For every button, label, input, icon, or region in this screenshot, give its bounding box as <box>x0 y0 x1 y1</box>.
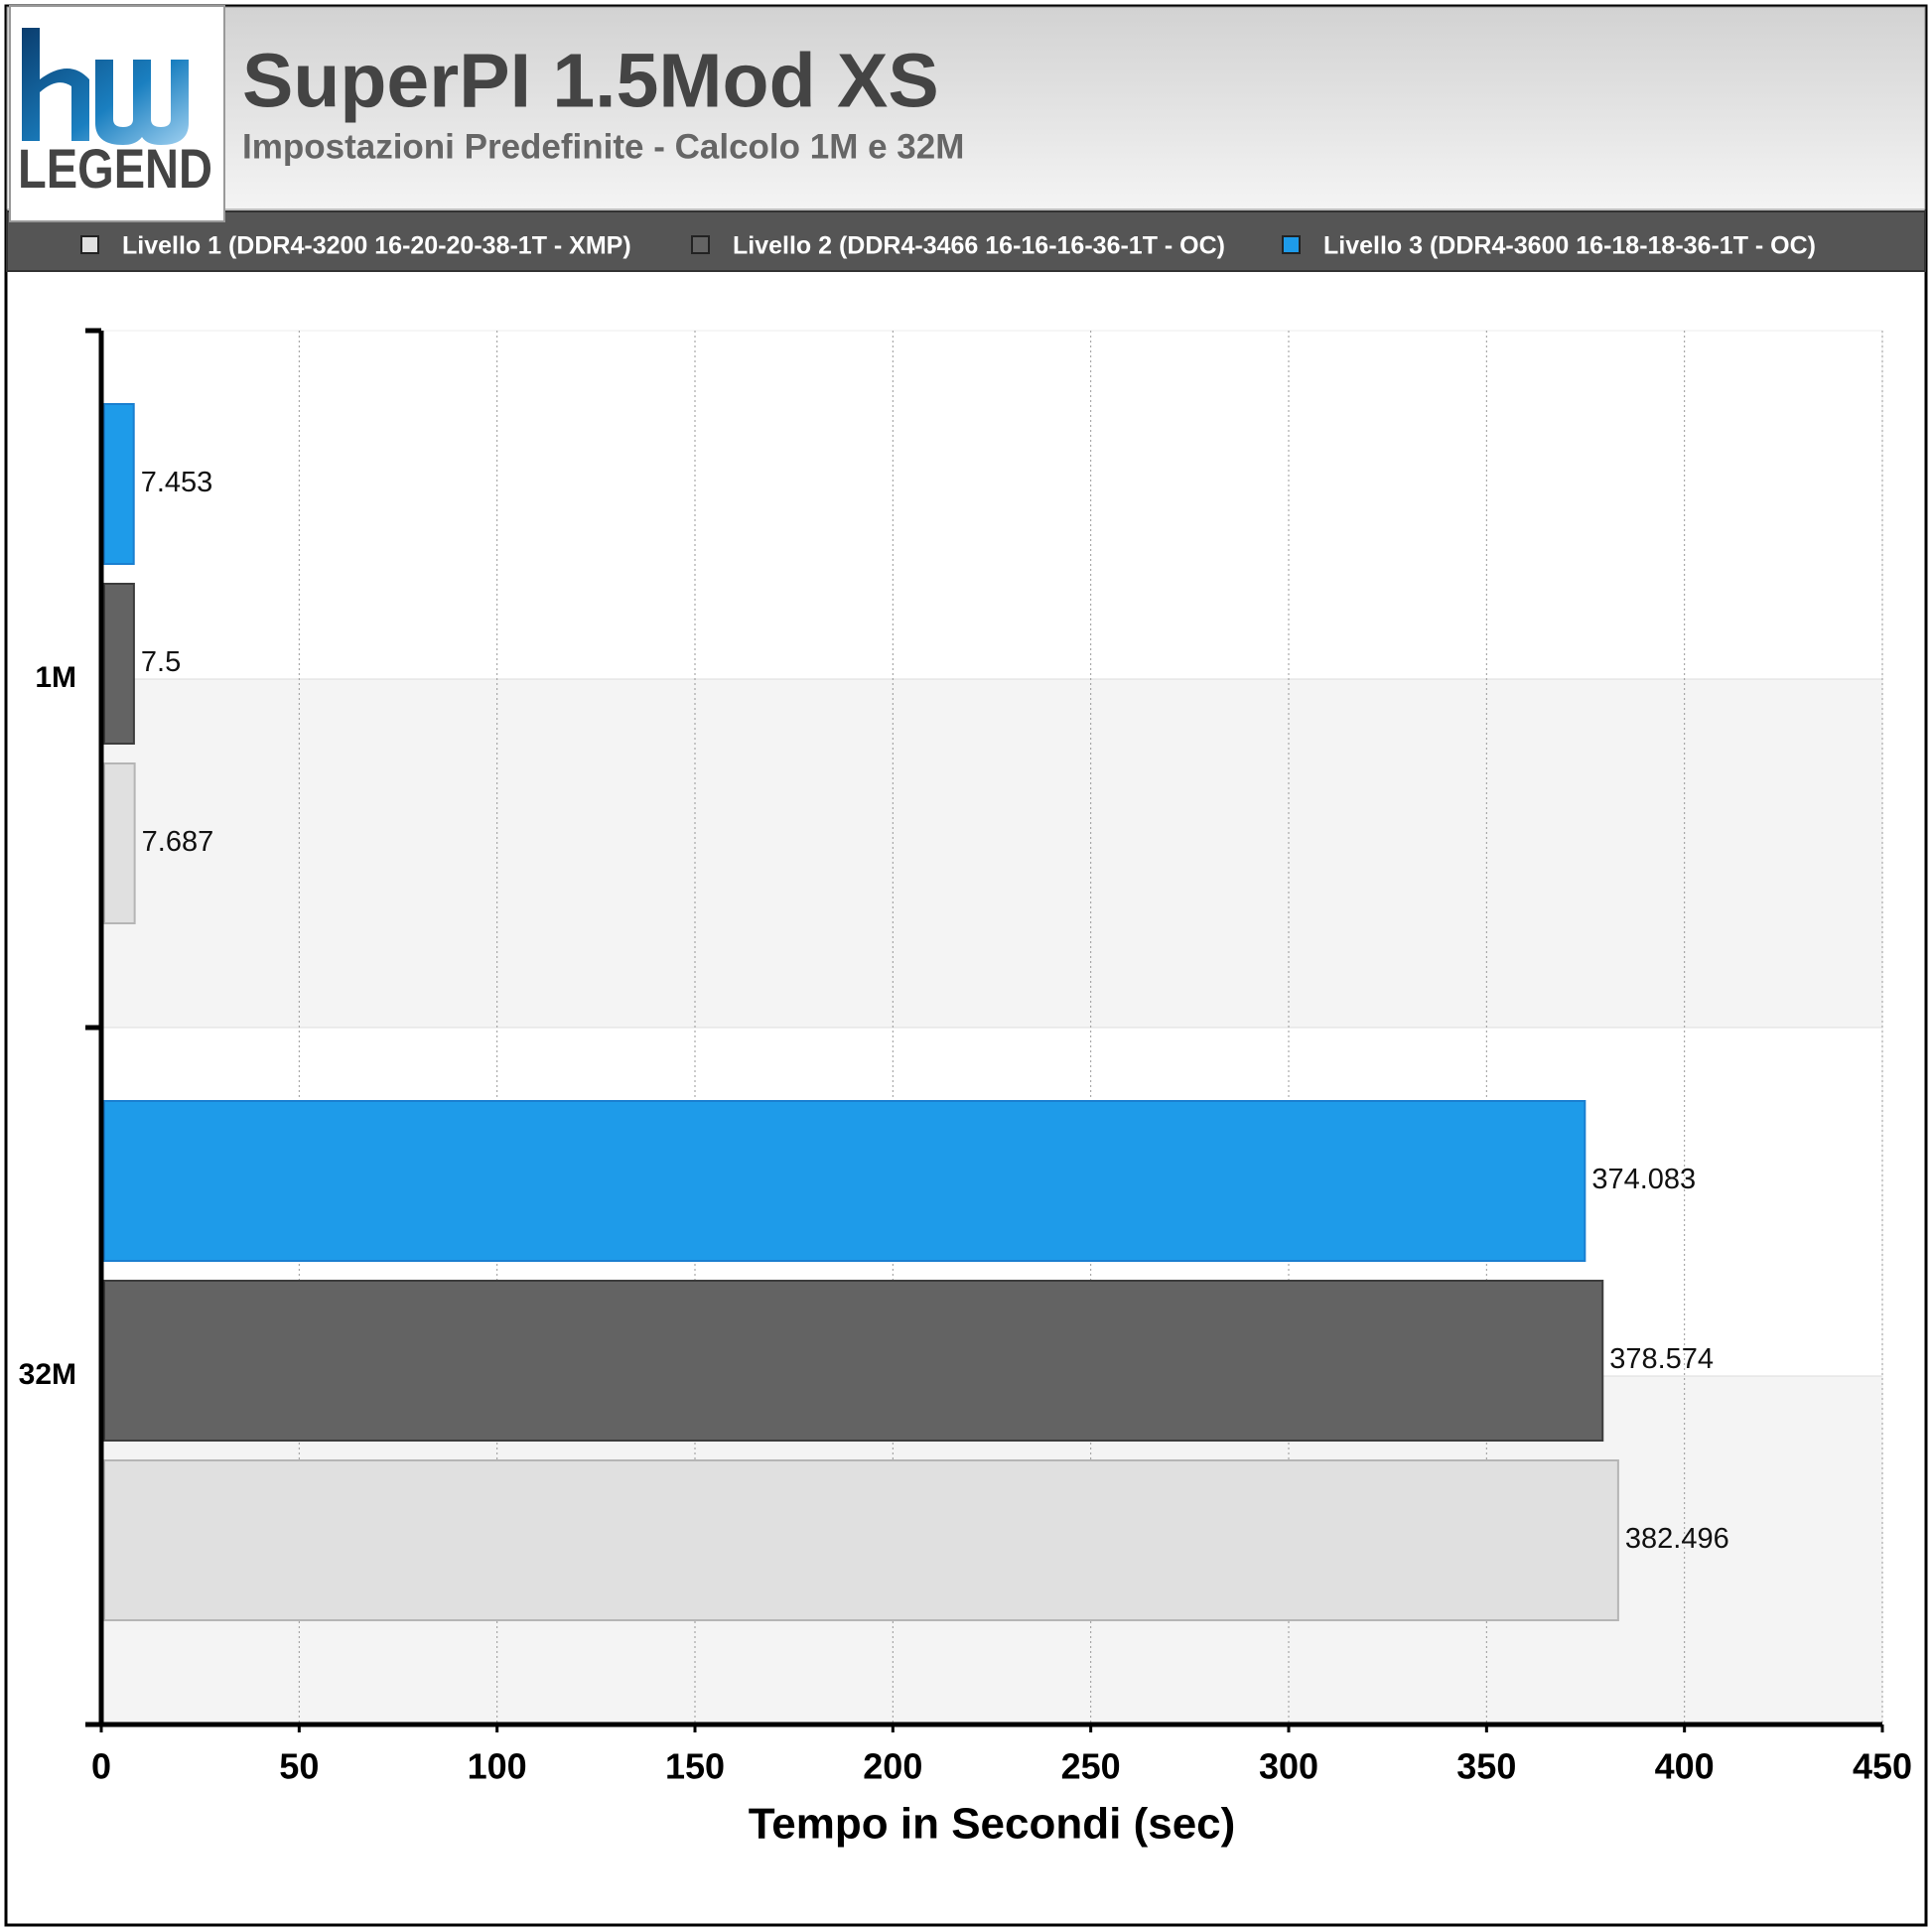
value-label: 7.5 <box>141 646 181 678</box>
bar <box>103 1459 1619 1621</box>
value-label: 374.083 <box>1591 1164 1696 1195</box>
logo-mark <box>22 28 189 145</box>
bar <box>103 403 135 565</box>
legend-label: Livello 2 (DDR4-3466 16-16-16-36-1T - OC… <box>733 232 1225 260</box>
bar <box>103 1100 1587 1262</box>
x-axis-title: Tempo in Secondi (sec) <box>749 1800 1236 1849</box>
legend-swatch <box>691 235 710 254</box>
x-tick-label: 300 <box>1259 1746 1318 1787</box>
x-tick-label: 0 <box>91 1746 111 1787</box>
x-tick-label: 200 <box>863 1746 922 1787</box>
x-tick-label: 350 <box>1456 1746 1516 1787</box>
value-label: 7.687 <box>142 826 214 858</box>
logo: LEGEND <box>9 5 225 222</box>
bar <box>103 762 136 924</box>
band-background <box>100 678 1883 1029</box>
legend-label: Livello 3 (DDR4-3600 16-18-18-36-1T - OC… <box>1323 232 1816 260</box>
legend-bar <box>6 210 1926 272</box>
header <box>6 6 1926 210</box>
legend-swatch <box>1282 235 1301 254</box>
x-tick-label: 100 <box>468 1746 527 1787</box>
x-tick-label: 450 <box>1853 1746 1912 1787</box>
chart-subtitle: Impostazioni Predefinite - Calcolo 1M e … <box>242 127 964 166</box>
value-label: 7.453 <box>141 467 213 498</box>
y-tick-label: 1M <box>35 661 76 694</box>
x-tick-label: 250 <box>1061 1746 1121 1787</box>
logo-text: LEGEND <box>18 137 212 200</box>
x-tick-label: 150 <box>665 1746 725 1787</box>
bar <box>103 583 135 745</box>
chart-title: SuperPI 1.5Mod XS <box>242 38 939 123</box>
legend-swatch <box>80 235 99 254</box>
y-tick-label: 32M <box>19 1358 76 1391</box>
value-label: 378.574 <box>1609 1343 1714 1375</box>
x-tick-label: 400 <box>1655 1746 1715 1787</box>
bar <box>103 1280 1604 1442</box>
value-label: 382.496 <box>1625 1523 1729 1555</box>
x-tick-label: 50 <box>279 1746 319 1787</box>
legend-label: Livello 1 (DDR4-3200 16-20-20-38-1T - XM… <box>122 232 631 260</box>
